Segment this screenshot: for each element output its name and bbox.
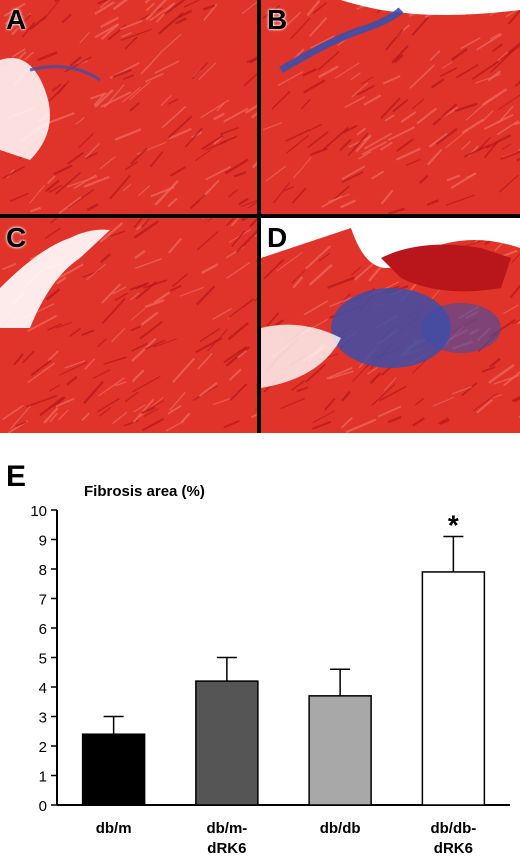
histology-panel-c: C (0, 218, 257, 433)
y-tick-label: 1 (39, 769, 47, 786)
bar (195, 680, 259, 806)
tissue-image-c (0, 218, 257, 433)
tissue-image-a (0, 0, 257, 214)
x-tick-label: db/db- (430, 820, 476, 837)
tissue-image-d (261, 218, 520, 433)
y-tick-label: 6 (39, 621, 47, 638)
panel-label-c: C (6, 222, 27, 253)
significance-asterisk: * (448, 510, 459, 541)
y-tick-label: 10 (30, 503, 47, 520)
panel-label-a: A (6, 4, 27, 35)
bar (81, 733, 146, 806)
panel-label-e: E (6, 460, 26, 493)
y-axis-ticks: 0 1 2 3 4 5 6 7 8 9 10 (30, 503, 57, 815)
y-tick-label: 2 (39, 739, 47, 756)
histology-panel-b: B (261, 0, 520, 214)
x-axis-labels: db/m db/m-dRK6 db/db db/db-dRK6 (96, 820, 477, 857)
x-tick-label: db/m (96, 820, 132, 837)
bar (308, 695, 372, 806)
y-tick-label: 3 (39, 710, 47, 727)
error-bars (103, 535, 464, 735)
histology-panel-grid: A B C D (0, 0, 520, 433)
annotations: * (448, 510, 459, 541)
histology-panel-d: D (261, 218, 520, 433)
x-tick-label: dRK6 (434, 840, 473, 857)
panel-label-d: D (267, 222, 288, 253)
x-tick-label: db/m- (206, 820, 247, 837)
y-tick-label: 7 (39, 592, 47, 609)
y-axis-label: Fibrosis area (%) (84, 483, 205, 500)
x-tick-label: db/db (320, 820, 361, 837)
y-tick-label: 9 (39, 533, 47, 550)
tissue-image-b (261, 0, 520, 214)
y-tick-label: 0 (39, 798, 47, 815)
histology-panel-a: A (0, 0, 257, 214)
panel-label-b: B (267, 4, 288, 35)
bars (81, 571, 486, 806)
y-tick-label: 5 (39, 651, 47, 668)
bar (421, 571, 486, 806)
y-tick-label: 8 (39, 562, 47, 579)
x-tick-label: dRK6 (207, 840, 246, 857)
y-tick-label: 4 (39, 680, 47, 697)
